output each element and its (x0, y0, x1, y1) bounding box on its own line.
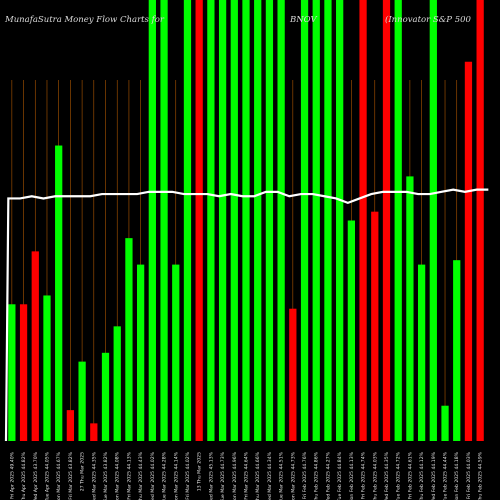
bar-9 (101, 352, 110, 441)
bar-14 (160, 0, 168, 441)
x-tick-label: 25 Tue Mar 2025 43.82% (103, 451, 109, 500)
x-tick-label: 21 Fri Mar 2025 44.13% (126, 451, 132, 500)
x-tick-label: 12 Wed Feb 2025 44.19% (431, 451, 437, 500)
bar-30 (347, 220, 355, 441)
bar-38 (441, 405, 449, 441)
bar-1 (8, 304, 16, 441)
x-tick-label: 05 Wed Mar 2025 44.34% (267, 451, 273, 500)
x-tick-label: 14 Fri Feb 2025 44.61% (407, 451, 413, 500)
bar-6 (66, 410, 75, 441)
chart-symbol: BNOV (289, 15, 318, 25)
x-tick-label: 21 Fri Feb 2025 44.74% (361, 451, 367, 500)
bar-17 (195, 0, 203, 441)
x-tick-label: 07 Fri Feb 2025 44.03% (466, 451, 472, 500)
bar-25 (289, 308, 297, 441)
bar-10 (113, 326, 121, 441)
bar-33 (382, 0, 391, 441)
x-tick-label: 18 Tue Feb 2025 44.72% (396, 451, 402, 500)
x-tick-label: 11 Tue Feb 2025 44.44% (443, 451, 449, 500)
x-tick-label: 20 Thu Feb 2025 44.03% (372, 451, 378, 500)
x-tick-label: 19 Wed Mar 2025 44.02% (150, 451, 156, 500)
x-tick-label: 07 Fri Mar 2025 44.64% (244, 451, 250, 500)
bar-41 (476, 0, 484, 441)
x-tick-label: 19 Wed Feb 2025 44.35% (384, 451, 390, 500)
x-tick-label: 01 Tue Apr 2025 44.05% (44, 451, 50, 500)
bars-group (8, 0, 484, 442)
bar-31 (359, 0, 367, 441)
chart-title-right: (Innovator S&P 500 (385, 14, 472, 25)
x-tick-label: 06 Thu Feb 2025 44.59% (478, 451, 484, 500)
x-tick-label: 28 Fri Feb 2025 44.76% (302, 451, 308, 500)
bar-27 (312, 0, 320, 441)
bar-7 (78, 361, 86, 441)
bar-19 (218, 0, 227, 441)
x-tick-label: 20 Thu Mar 2025 44.43% (138, 451, 144, 500)
bar-3 (31, 251, 39, 441)
x-tick-label: 24 Mon Mar 2025 44.08% (115, 451, 121, 500)
x-tick-label: 04 Tue Mar 2025 44.51% (279, 451, 285, 500)
x-tick-label: 10 Mon Feb 2025 44.18% (454, 451, 460, 500)
bar-40 (464, 61, 473, 442)
x-tick-label: 02 Wed Apr 2025 43.70% (33, 451, 39, 500)
x-tick-label: 17 Mon Mar 2025 44.14% (173, 451, 179, 500)
bar-4 (43, 295, 51, 441)
x-tick-label: 10 Mon Mar 2025 44.96% (232, 451, 238, 500)
bar-21 (242, 0, 250, 441)
x-tick-label: 26 Wed Mar 2025 44.35% (91, 451, 97, 500)
bar-24 (277, 0, 285, 441)
x-tick-label: 27 Thu Mar 2025 (80, 452, 86, 491)
x-tick-label: 26 Wed Feb 2025 44.27% (325, 451, 331, 500)
x-tick-label: 13 Thu Feb 2025 44.12% (419, 451, 425, 500)
bar-12 (137, 264, 145, 441)
x-tick-label: 06 Thu Mar 2025 44.66% (255, 451, 261, 500)
x-tick-label: 18 Tue Mar 2025 44.28% (162, 451, 168, 500)
x-tick-label: 03 Thu Apr 2025 44.82% (21, 451, 27, 500)
x-tick-label: 27 Thu Feb 2025 44.86% (314, 451, 320, 500)
bar-34 (394, 0, 402, 441)
x-tick-label: 31 Mon Mar 2025 44.67% (56, 451, 62, 500)
bar-35 (406, 176, 414, 441)
x-tick-label: 24 Mon Feb 2025 44.13% (349, 451, 355, 500)
x-tick-label: 03 Mon Mar 2025 44.73% (290, 451, 296, 500)
x-tick-label: 14 Fri Mar 2025 44.02% (185, 451, 191, 500)
bar-39 (453, 260, 461, 441)
bar-36 (417, 264, 426, 441)
bar-13 (148, 0, 156, 441)
bar-15 (172, 264, 180, 441)
chart-title-left: MunafaSutra Money Flow Charts for (4, 15, 165, 25)
x-tick-label: 13 Thu Mar 2025 (197, 452, 203, 491)
x-tick-label: 25 Tue Feb 2025 44.84% (337, 451, 343, 500)
bar-16 (183, 0, 192, 441)
bar-28 (324, 0, 332, 441)
bar-26 (300, 0, 309, 441)
x-tick-label: 04 Fri Apr 2025 49.40% (9, 451, 15, 500)
bar-37 (429, 0, 437, 441)
bar-32 (371, 211, 379, 441)
bar-11 (125, 238, 133, 441)
bar-23 (265, 0, 274, 441)
x-tick-label: 11 Tue Mar 2025 44.73% (220, 451, 226, 500)
money-flow-line (4, 188, 489, 442)
bar-29 (336, 0, 344, 441)
bar-20 (230, 0, 238, 441)
bar-2 (19, 304, 28, 441)
x-tick-label: 12 Wed Mar 2025 45.13% (208, 451, 214, 500)
bar-22 (254, 0, 262, 441)
bar-18 (207, 0, 215, 441)
x-tick-label: 28 Fri Mar 2025 43.82% (68, 451, 74, 500)
bar-8 (90, 423, 98, 441)
bar-5 (55, 145, 63, 441)
x-tick-labels: 04 Fri Apr 2025 49.40% 03 Thu Apr 2025 44… (9, 451, 483, 500)
line-group (4, 188, 489, 442)
